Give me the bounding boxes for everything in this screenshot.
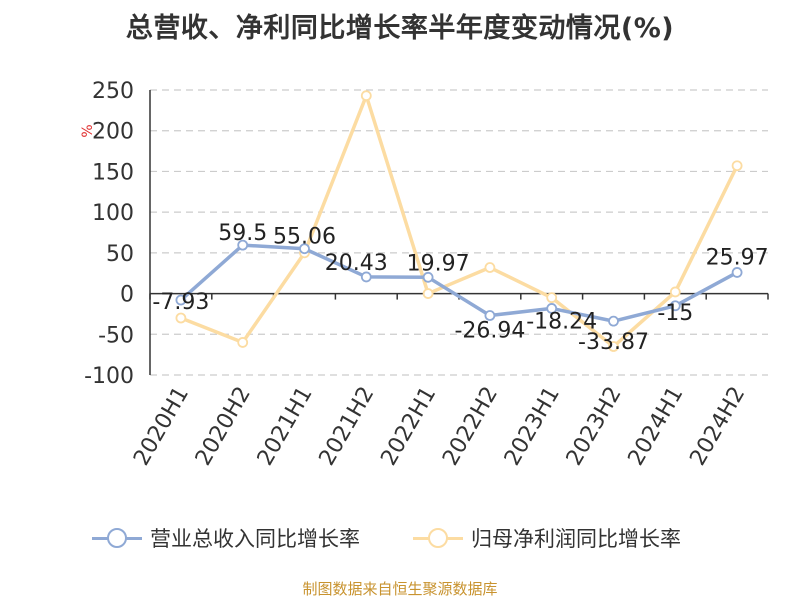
x-tick-label: 2021H1: [253, 383, 318, 470]
data-label-revenue: -15: [657, 301, 693, 326]
data-source-note: 制图数据来自恒生聚源数据库: [302, 580, 498, 598]
series-line-profit: [180, 93, 739, 349]
data-point-profit: [360, 90, 372, 102]
y-axis-label: %: [80, 124, 96, 137]
data-point-profit: [608, 341, 619, 352]
y-tick-label: -50: [98, 323, 134, 348]
data-label-revenue: 59.5: [218, 221, 267, 246]
chart-legend: 营业总收入同比增长率 归母净利润同比增长率: [0, 518, 800, 558]
x-tick-label: 2023H1: [500, 383, 565, 470]
y-tick-label: -100: [84, 364, 134, 389]
y-tick-label: 0: [120, 283, 134, 308]
x-tick-label: 2022H2: [438, 383, 503, 470]
data-label-revenue: -26.94: [454, 319, 525, 344]
data-label-revenue: -18.24: [526, 309, 597, 334]
data-label-revenue: -7.93: [152, 290, 209, 315]
data-point-revenue: [299, 243, 310, 255]
data-point-profit: [731, 160, 743, 172]
y-tick-label: 50: [106, 242, 134, 267]
data-point-revenue: [546, 303, 558, 314]
legend-label-profit: 归母净利润同比增长率: [471, 527, 681, 551]
data-point-revenue: [237, 239, 249, 251]
data-label-revenue: 25.97: [706, 245, 769, 270]
x-tick-label: 2021H2: [315, 383, 380, 470]
data-label-revenue: 19.97: [407, 251, 470, 276]
data-point-revenue: [360, 271, 372, 283]
data-label-revenue: 55.06: [273, 225, 336, 250]
data-point-revenue: [669, 300, 681, 312]
data-point-profit: [546, 292, 558, 304]
x-tick-label: 2024H1: [624, 383, 689, 470]
data-point-profit: [422, 288, 434, 299]
series-line-revenue: [179, 243, 738, 323]
x-tick-label: 2023H2: [562, 383, 627, 470]
x-tick-label: 2024H2: [685, 383, 750, 470]
data-point-revenue: [175, 294, 187, 306]
data-label-revenue: -33.87: [578, 330, 649, 355]
y-tick-label: 200: [92, 120, 134, 145]
x-tick-label: 2020H1: [129, 383, 194, 470]
x-tick-label: 2020H2: [191, 383, 256, 470]
data-label-revenue: 20.43: [325, 251, 388, 276]
legend-marker-revenue: [92, 527, 142, 549]
chart-title: 总营收、净利同比增长率半年度变动情况(%): [125, 13, 675, 44]
data-point-revenue: [608, 315, 619, 327]
x-tick-label: 2022H1: [376, 383, 441, 470]
legend-item-profit[interactable]: 归母净利润同比增长率: [413, 518, 681, 558]
y-tick-label: 100: [92, 201, 134, 226]
data-point-profit: [484, 262, 496, 273]
legend-label-revenue: 营业总收入同比增长率: [150, 527, 360, 551]
data-point-profit: [175, 312, 187, 324]
data-point-revenue: [731, 267, 743, 278]
data-point-revenue: [484, 310, 496, 321]
data-point-revenue: [422, 271, 434, 283]
y-tick-label: 250: [92, 79, 134, 104]
data-point-profit: [237, 337, 249, 348]
legend-item-revenue[interactable]: 营业总收入同比增长率: [92, 518, 360, 558]
y-tick-label: 150: [92, 160, 134, 185]
legend-marker-profit: [413, 527, 463, 549]
data-point-profit: [669, 286, 681, 298]
